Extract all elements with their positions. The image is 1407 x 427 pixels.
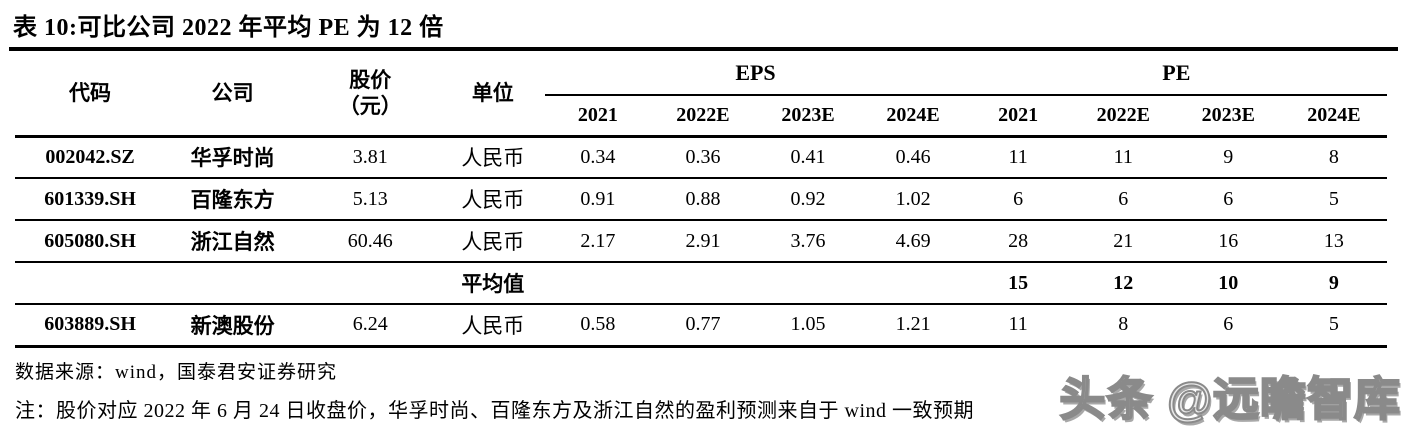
cell-eps-2022e: 0.77 [650,304,756,348]
cell-empty [545,262,651,305]
cell-eps-2024e: 0.46 [860,136,966,179]
cell-company: 浙江自然 [165,220,301,263]
cell-eps-2023e: 1.05 [755,304,861,348]
watermark-toutiao-yuanzhan: 头条 @远瞻智库 [1058,372,1401,426]
cell-eps-2021: 0.58 [545,304,651,348]
cell-pe-2021: 28 [965,220,1071,263]
cell-pe-2022e: 21 [1070,220,1176,263]
table-title: 表 10:可比公司 2022 年平均 PE 为 12 倍 [9,0,1398,51]
cell-eps-2024e: 1.21 [860,304,966,348]
cell-pe-2024e: 13 [1280,220,1387,263]
col-group-pe: PE [965,51,1387,96]
cell-code: 601339.SH [15,178,166,221]
cell-empty [300,262,441,305]
cell-pe-avg-2022e: 12 [1070,262,1176,305]
cell-pe-2021: 11 [965,136,1071,179]
cell-pe-2023e: 6 [1175,178,1281,221]
cell-unit: 人民币 [440,178,546,221]
cell-pe-2023e: 9 [1175,136,1281,179]
cell-code: 002042.SZ [15,136,166,179]
col-header-eps-2021: 2021 [545,95,651,138]
cell-eps-2022e: 0.36 [650,136,756,179]
header-group-row: 代码 公司 股价 （元） 单位 EPS PE [15,51,1387,138]
col-header-pe-2021: 2021 [965,95,1071,138]
cell-unit: 人民币 [440,304,546,348]
cell-empty [860,262,966,305]
col-header-code: 代码 [15,51,166,138]
cell-company: 华孚时尚 [165,136,301,179]
cell-pe-2022e: 8 [1070,304,1176,348]
cell-code: 603889.SH [15,304,166,348]
table-row-bailong: 601339.SH 百隆东方 5.13 人民币 0.91 0.88 0.92 1… [15,178,1387,221]
col-header-eps-2022e: 2022E [650,95,756,138]
table-row-xinao: 603889.SH 新澳股份 6.24 人民币 0.58 0.77 1.05 1… [15,304,1387,348]
header-year-row: 2021 2022E 2023E 2024E 2021 2022E 2023E … [15,95,1387,138]
col-header-pe-2024e: 2024E [1280,95,1387,138]
table-row-huafu: 002042.SZ 华孚时尚 3.81 人民币 0.34 0.36 0.41 0… [15,136,1387,179]
col-header-company: 公司 [165,51,301,138]
cell-eps-2021: 2.17 [545,220,651,263]
col-header-unit: 单位 [440,51,546,138]
cell-pe-2023e: 16 [1175,220,1281,263]
cell-price: 5.13 [300,178,441,221]
cell-pe-avg-2021: 15 [965,262,1071,305]
cell-price: 3.81 [300,136,441,179]
cell-pe-2024e: 8 [1280,136,1387,179]
data-source-line: 数据来源：wind，国泰君安证券研究 [15,361,338,383]
cell-pe-2022e: 6 [1070,178,1176,221]
cell-average-label: 平均值 [440,262,546,305]
cell-company: 百隆东方 [165,178,301,221]
cell-pe-avg-2023e: 10 [1175,262,1281,305]
cell-empty [755,262,861,305]
cell-price: 6.24 [300,304,441,348]
col-header-price: 股价 （元） [300,51,441,138]
cell-eps-2023e: 3.76 [755,220,861,263]
cell-unit: 人民币 [440,220,546,263]
cell-eps-2024e: 4.69 [860,220,966,263]
cell-pe-2022e: 11 [1070,136,1176,179]
cell-pe-avg-2024e: 9 [1280,262,1387,305]
cell-eps-2022e: 2.91 [650,220,756,263]
cell-eps-2023e: 0.92 [755,178,861,221]
cell-company: 新澳股份 [165,304,301,348]
cell-pe-2024e: 5 [1280,178,1387,221]
cell-pe-2023e: 6 [1175,304,1281,348]
cell-empty [650,262,756,305]
price-label-line2: （元） [338,93,402,118]
comparable-companies-table: 代码 公司 股价 （元） 单位 EPS PE 2021 2022E 2023E 2… [15,51,1387,348]
cell-code: 605080.SH [15,220,166,263]
cell-eps-2023e: 0.41 [755,136,861,179]
cell-eps-2021: 0.91 [545,178,651,221]
col-header-eps-2023e: 2023E [755,95,861,138]
cell-unit: 人民币 [440,136,546,179]
cell-eps-2021: 0.34 [545,136,651,179]
footnote-line: 注：股价对应 2022 年 6 月 24 日收盘价，华孚时尚、百隆东方及浙江自然… [15,399,974,422]
price-label-line1: 股价 [349,67,392,92]
table-row-zhejiang: 605080.SH 浙江自然 60.46 人民币 2.17 2.91 3.76 … [15,220,1387,263]
cell-price: 60.46 [300,220,441,263]
cell-pe-2021: 6 [965,178,1071,221]
col-header-pe-2023e: 2023E [1175,95,1281,138]
col-group-eps: EPS [545,51,966,96]
col-header-pe-2022e: 2022E [1070,95,1176,138]
col-header-eps-2024e: 2024E [860,95,966,138]
cell-eps-2022e: 0.88 [650,178,756,221]
cell-eps-2024e: 1.02 [860,178,966,221]
cell-empty [165,262,301,305]
table-row-average: 平均值 15 12 10 9 [15,262,1387,305]
cell-pe-2024e: 5 [1280,304,1387,348]
cell-empty [15,262,166,305]
cell-pe-2021: 11 [965,304,1071,348]
